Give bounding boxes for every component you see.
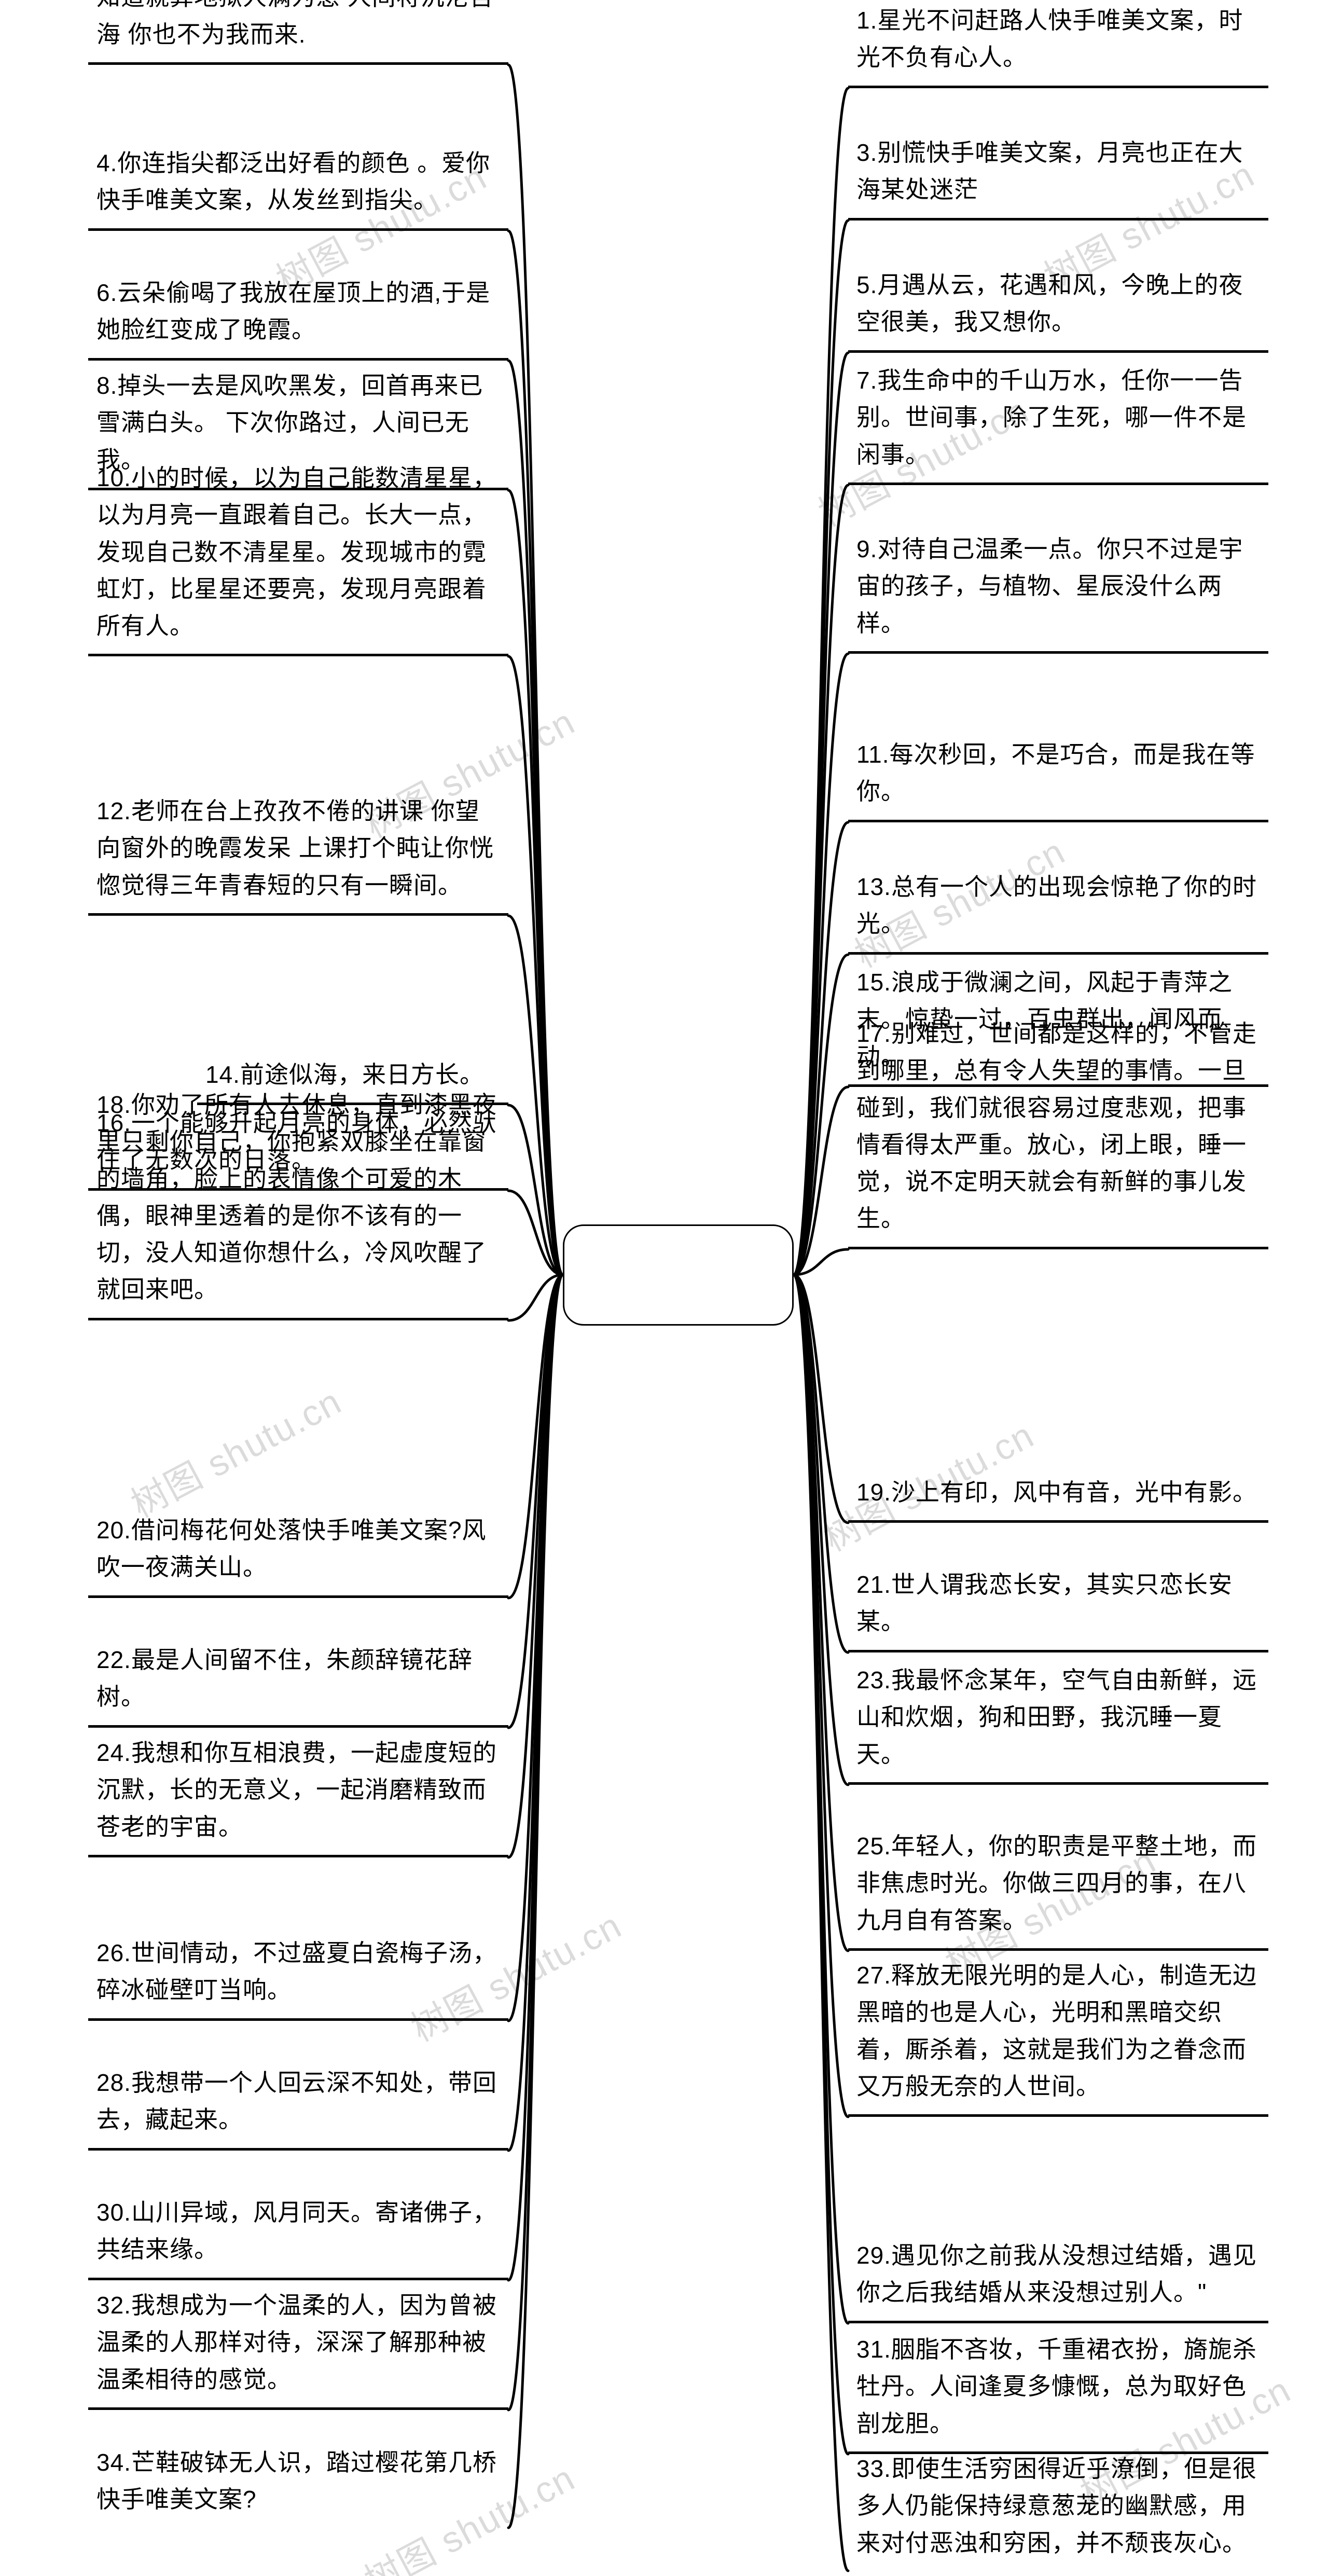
leaf-left-4: 10.小的时候，以为自己能数清星星，以为月亮一直跟着自己。长大一点，发现自己数不… bbox=[88, 454, 508, 656]
leaf-right-1: 3.别慌快手唯美文案，月亮也正在大海某处迷茫 bbox=[848, 129, 1268, 221]
leaf-left-14: 30.山川异域，风月同天。寄诸佛子，共结来缘。 bbox=[88, 2189, 508, 2280]
leaf-right-0: 1.星光不问赶路人快手唯美文案，时光不负有心人。 bbox=[848, 0, 1268, 88]
leaf-right-3: 7.我生命中的千山万水，任你一一告别。世间事，除了生死，哪一件不是闲事。 bbox=[848, 357, 1268, 485]
leaf-right-16: 33.即使生活穷困得近乎潦倒，但是很多人仍能保持绿意葱茏的幽默感，用来对付恶浊和… bbox=[848, 2445, 1268, 2571]
leaf-right-8: 17.别难过，世间都是这样的，不管走到哪里，总有令人失望的事情。一旦碰到，我们就… bbox=[848, 1010, 1268, 1249]
leaf-left-15: 32.我想成为一个温柔的人，因为曾被温柔的人那样对待，深深了解那种被温柔相待的感… bbox=[88, 2282, 508, 2410]
leaf-left-11: 24.我想和你互相浪费，一起虚度短的沉默，长的无意义，一起消磨精致而苍老的宇宙。 bbox=[88, 1729, 508, 1857]
leaf-left-9: 20.借问梅花何处落快手唯美文案?风吹一夜满关山。 bbox=[88, 1507, 508, 1598]
leaf-left-12: 26.世间情动，不过盛夏白瓷梅子汤，碎冰碰壁叮当响。 bbox=[88, 1930, 508, 2021]
leaf-right-15: 31.胭脂不吝妆，千重裙衣扮，旖旎杀牡丹。人间逢夏多慷慨，总为取好色剖龙胆。 bbox=[848, 2326, 1268, 2454]
leaf-right-12: 25.年轻人，你的职责是平整土地，而非焦虑时光。你做三四月的事，在八九月自有答案… bbox=[848, 1823, 1268, 1951]
leaf-left-13: 28.我想带一个人回云深不知处，带回去，藏起来。 bbox=[88, 2059, 508, 2151]
leaf-right-10: 21.世人谓我恋长安，其实只恋长安某。 bbox=[848, 1561, 1268, 1652]
leaf-left-8: 18.你劝了所有人去休息，直到漆黑夜里只剩你自己，你抱紧双膝坐在靠窗的墙角，脸上… bbox=[88, 1081, 508, 1320]
leaf-right-2: 5.月遇从云，花遇和风，今晚上的夜空很美，我又想你。 bbox=[848, 261, 1268, 353]
leaf-left-2: 6.云朵偷喝了我放在屋顶上的酒,于是她脸红变成了晚霞。 bbox=[88, 269, 508, 361]
leaf-left-0: 2.把难过与不安抛到星星的彼端. 而我知道就算地狱人满为患 人间将沉沦苦海 你也… bbox=[88, 0, 508, 65]
leaf-left-10: 22.最是人间留不住，朱颜辞镜花辞树。 bbox=[88, 1636, 508, 1728]
leaf-right-9: 19.沙上有印，风中有音，光中有影。 bbox=[848, 1469, 1268, 1523]
leaf-right-13: 27.释放无限光明的是人心，制造无边黑暗的也是人心，光明和黑暗交织着，厮杀着，这… bbox=[848, 1952, 1268, 2117]
mindmap-stage: 2.把难过与不安抛到星星的彼端. 而我知道就算地狱人满为患 人间将沉沦苦海 你也… bbox=[0, 0, 1328, 2576]
leaf-right-6: 13.总有一个人的出现会惊艳了你的时光。 bbox=[848, 863, 1268, 955]
leaf-right-4: 9.对待自己温柔一点。你只不过是宇宙的孩子，与植物、星辰没什么两样。 bbox=[848, 526, 1268, 654]
leaf-right-11: 23.我最怀念某年，空气自由新鲜，远山和炊烟，狗和田野，我沉睡一夏天。 bbox=[848, 1657, 1268, 1785]
leaf-left-1: 4.你连指尖都泛出好看的颜色 。爱你快手唯美文案，从发丝到指尖。 bbox=[88, 140, 508, 231]
center-node bbox=[563, 1224, 794, 1326]
leaf-right-5: 11.每次秒回，不是巧合，而是我在等你。 bbox=[848, 731, 1268, 822]
leaf-right-14: 29.遇见你之前我从没想过结婚，遇见你之后我结婚从来没想过别人。" bbox=[848, 2232, 1268, 2323]
leaf-left-16: 34.芒鞋破钵无人识，踏过樱花第几桥快手唯美文案? bbox=[88, 2439, 508, 2528]
leaf-left-5: 12.老师在台上孜孜不倦的讲课 你望向窗外的晚霞发呆 上课打个盹让你恍惚觉得三年… bbox=[88, 788, 508, 916]
